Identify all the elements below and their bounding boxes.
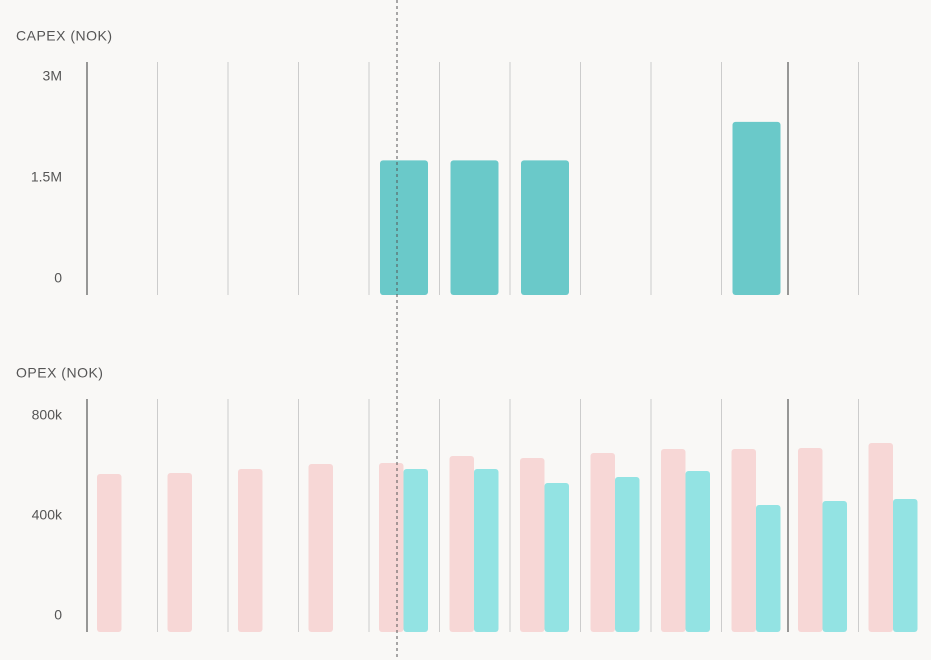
y-tick-label: 0 [54, 270, 62, 286]
bar [732, 121, 781, 295]
y-tick-label: 0 [54, 607, 62, 623]
bar [544, 483, 569, 632]
bar [756, 505, 781, 632]
bar [167, 473, 192, 632]
bar [520, 458, 545, 632]
bar [450, 160, 499, 295]
y-tick-label: 3M [43, 68, 62, 84]
bar [893, 499, 918, 632]
bar [449, 456, 474, 632]
panel-title: OPEX (NOK) [16, 365, 103, 381]
y-tick-label: 1.5M [31, 169, 62, 185]
bar [868, 443, 893, 632]
bar [380, 160, 428, 295]
bar [798, 448, 823, 632]
bar [97, 474, 122, 632]
bar [379, 463, 404, 632]
bar [238, 469, 263, 632]
bar [731, 449, 756, 632]
bar [685, 471, 710, 632]
bar [403, 469, 428, 632]
panel-title: CAPEX (NOK) [16, 28, 113, 44]
bar [308, 464, 333, 632]
bar [661, 449, 686, 632]
bar [521, 160, 569, 295]
bar [474, 469, 499, 632]
y-tick-label: 400k [32, 507, 63, 523]
y-tick-label: 800k [32, 407, 63, 423]
bar [822, 501, 847, 632]
bar [590, 453, 615, 632]
bar [615, 477, 640, 632]
